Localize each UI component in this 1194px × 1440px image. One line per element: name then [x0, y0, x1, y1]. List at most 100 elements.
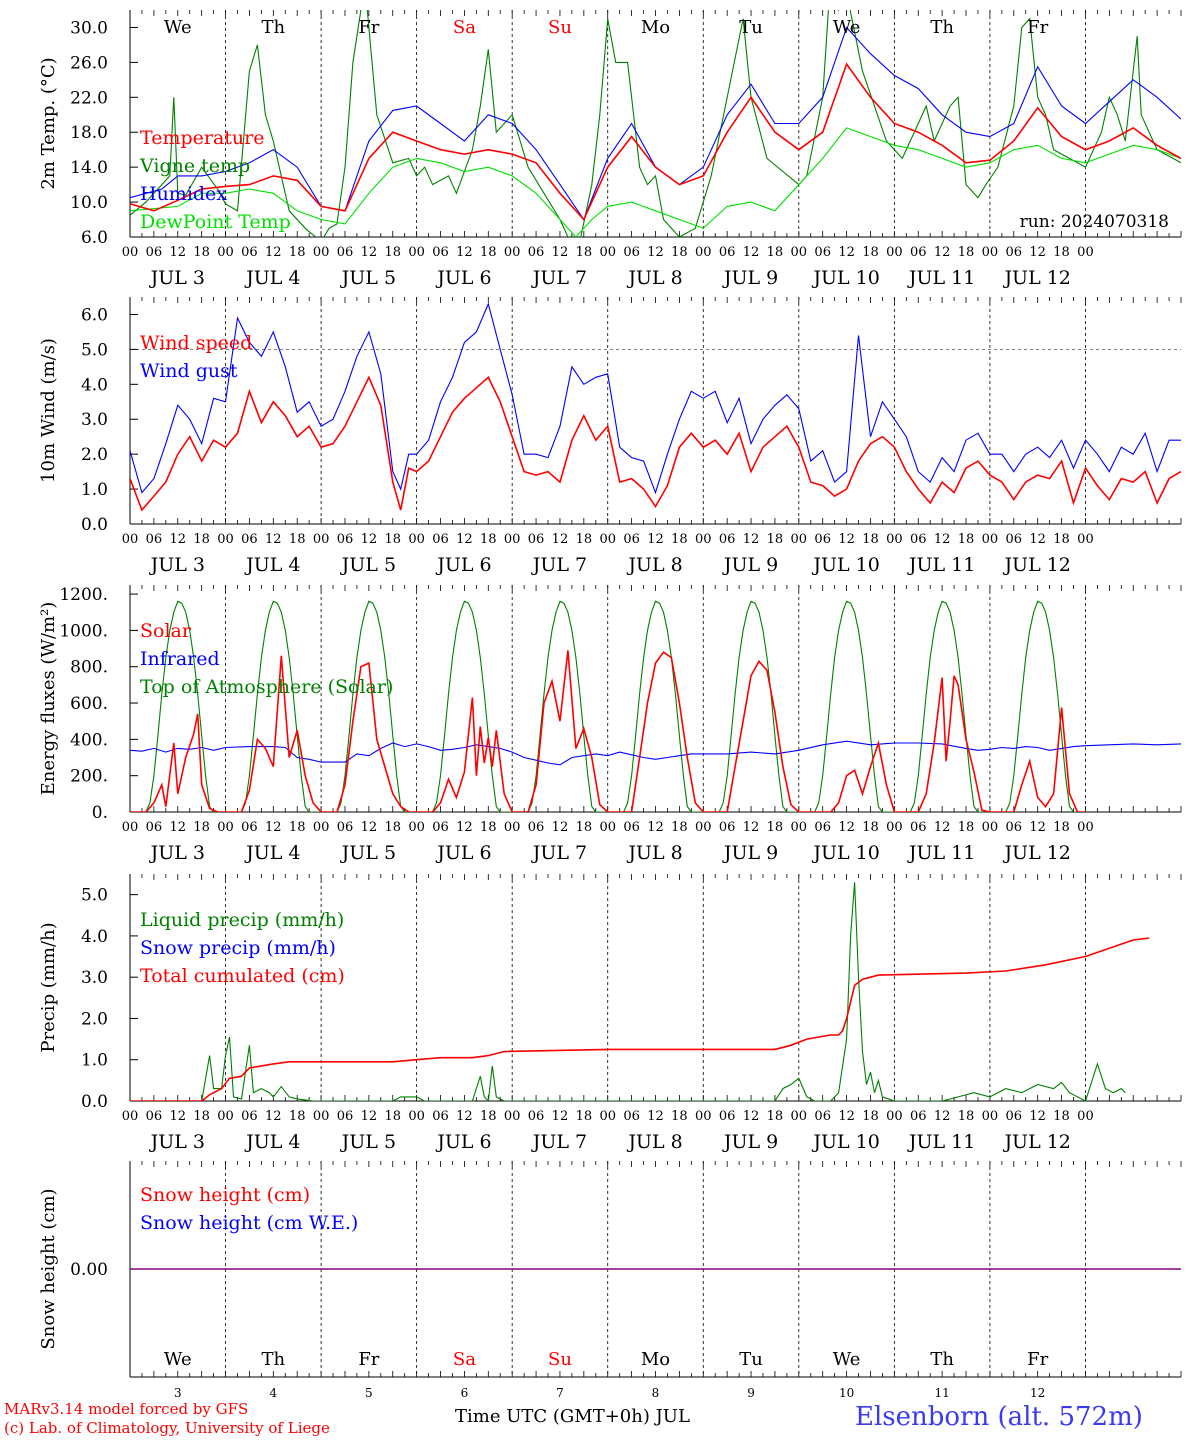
- day-number: 4: [269, 1386, 277, 1400]
- hour-tick-label: 18: [576, 1109, 593, 1124]
- day-name: Fr: [1027, 17, 1048, 38]
- hour-tick-label: 18: [958, 245, 975, 260]
- hour-tick-label: 00: [886, 245, 903, 260]
- y-tick-label: 10.0: [70, 193, 108, 213]
- hour-tick-label: 06: [432, 245, 449, 260]
- y-tick-label: 400.: [70, 730, 108, 750]
- panel-precip: 0.0 1.0 2.0 3.0 4.0 5.0 Precip (mm/h) Liquid pr…: [38, 874, 1182, 1153]
- date-label: JUL 3: [149, 554, 205, 576]
- hour-tick-label: 12: [456, 532, 473, 547]
- legend-entry: Temperature: [140, 127, 264, 149]
- hour-tick-label: 00: [122, 1109, 139, 1124]
- hour-tick-label: 12: [169, 1109, 186, 1124]
- hour-tick-label: 00: [982, 1109, 999, 1124]
- hour-tick-label: 18: [958, 532, 975, 547]
- hour-tick-label: 18: [289, 820, 306, 835]
- hour-tick-label: 12: [265, 820, 282, 835]
- date-label: JUL 5: [340, 554, 396, 576]
- y-axis-label: 10m Wind (m/s): [38, 338, 59, 483]
- hour-tick-label: 06: [528, 1109, 545, 1124]
- hour-tick-label: 12: [456, 245, 473, 260]
- panel-wind: 0.0 1.0 2.0 3.0 4.0 5.0 6.0 10m Wind (m/s) Wind …: [38, 297, 1182, 576]
- y-tick-label: 6.0: [81, 228, 108, 248]
- hour-tick-label: 06: [623, 532, 640, 547]
- y-tick-label: 6.0: [81, 305, 108, 325]
- y-tick-label: 4.0: [81, 375, 108, 395]
- date-label: JUL 5: [340, 842, 396, 864]
- legend-entry: Wind gust: [140, 360, 238, 382]
- hour-tick-label: 00: [695, 532, 712, 547]
- y-tick-label: 600.: [70, 694, 108, 714]
- hour-tick-label: 00: [504, 245, 521, 260]
- hour-tick-label: 06: [623, 820, 640, 835]
- hour-tick-label: 18: [384, 1109, 401, 1124]
- day-name: Su: [548, 17, 572, 38]
- hour-tick-label: 12: [743, 1109, 760, 1124]
- y-axis-label: Energy fluxes (W/m²): [38, 602, 59, 796]
- hour-tick-label: 12: [743, 245, 760, 260]
- y-tick-label: 18.0: [70, 123, 108, 143]
- hour-tick-label: 00: [504, 532, 521, 547]
- hour-tick-label: 12: [169, 820, 186, 835]
- hour-tick-label: 00: [599, 820, 616, 835]
- hour-tick-label: 06: [1006, 245, 1023, 260]
- series-line: [130, 650, 1086, 812]
- legend-entry: Wind speed: [140, 332, 252, 354]
- hour-tick-label: 12: [265, 245, 282, 260]
- hour-tick-label: 18: [1053, 1109, 1070, 1124]
- hour-tick-label: 18: [576, 820, 593, 835]
- y-tick-label: 22.0: [70, 88, 108, 108]
- hour-tick-label: 06: [146, 532, 163, 547]
- hour-tick-label: 18: [1053, 245, 1070, 260]
- hour-tick-label: 18: [289, 245, 306, 260]
- hour-tick-label: 06: [719, 532, 736, 547]
- hour-tick-label: 06: [337, 532, 354, 547]
- date-label: JUL 11: [907, 267, 975, 289]
- date-label: JUL 11: [907, 842, 975, 864]
- date-label: JUL 11: [907, 554, 975, 576]
- hour-tick-label: 00: [122, 532, 139, 547]
- hour-tick-label: 12: [934, 820, 951, 835]
- day-number: 6: [461, 1386, 469, 1400]
- hour-tick-label: 06: [814, 1109, 831, 1124]
- hour-tick-label: 18: [862, 532, 879, 547]
- y-tick-label: 30.0: [70, 18, 108, 38]
- hour-tick-label: 18: [193, 1109, 210, 1124]
- date-label: JUL 12: [1002, 267, 1070, 289]
- hour-tick-label: 00: [1077, 532, 1094, 547]
- hour-tick-label: 12: [647, 820, 664, 835]
- hour-tick-label: 06: [1006, 532, 1023, 547]
- day-number: 8: [652, 1386, 660, 1400]
- day-name: Th: [930, 1349, 954, 1370]
- hour-tick-label: 00: [791, 820, 808, 835]
- hour-tick-label: 12: [552, 532, 569, 547]
- hour-tick-label: 06: [241, 820, 258, 835]
- date-label: JUL 10: [811, 842, 879, 864]
- y-tick-label: 800.: [70, 658, 108, 678]
- hour-tick-label: 00: [217, 1109, 234, 1124]
- date-label: JUL 4: [244, 267, 300, 289]
- hour-tick-label: 12: [552, 820, 569, 835]
- day-name: We: [164, 17, 192, 38]
- series-line: [130, 62, 1181, 221]
- hour-tick-label: 00: [313, 245, 330, 260]
- hour-tick-label: 12: [265, 532, 282, 547]
- date-label: JUL 3: [149, 842, 205, 864]
- day-number: 12: [1030, 1386, 1045, 1400]
- date-label: JUL 12: [1002, 554, 1070, 576]
- date-label: JUL 7: [531, 267, 587, 289]
- hour-tick-label: 12: [456, 820, 473, 835]
- hour-tick-label: 00: [504, 820, 521, 835]
- date-label: JUL 12: [1002, 842, 1070, 864]
- hour-tick-label: 12: [838, 1109, 855, 1124]
- day-name: We: [833, 17, 861, 38]
- day-number: 11: [934, 1386, 949, 1400]
- date-label: JUL 7: [531, 554, 587, 576]
- hour-tick-label: 18: [576, 532, 593, 547]
- hour-tick-label: 06: [910, 1109, 927, 1124]
- day-number: 5: [365, 1386, 373, 1400]
- date-label: JUL 10: [811, 554, 879, 576]
- hour-tick-label: 06: [337, 245, 354, 260]
- hour-tick-label: 00: [313, 532, 330, 547]
- hour-tick-label: 18: [480, 245, 497, 260]
